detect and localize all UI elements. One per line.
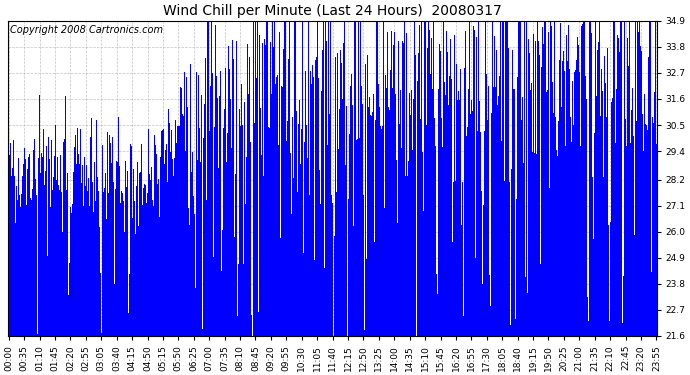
Text: Copyright 2008 Cartronics.com: Copyright 2008 Cartronics.com [10,26,163,36]
Title: Wind Chill per Minute (Last 24 Hours)  20080317: Wind Chill per Minute (Last 24 Hours) 20… [164,4,502,18]
